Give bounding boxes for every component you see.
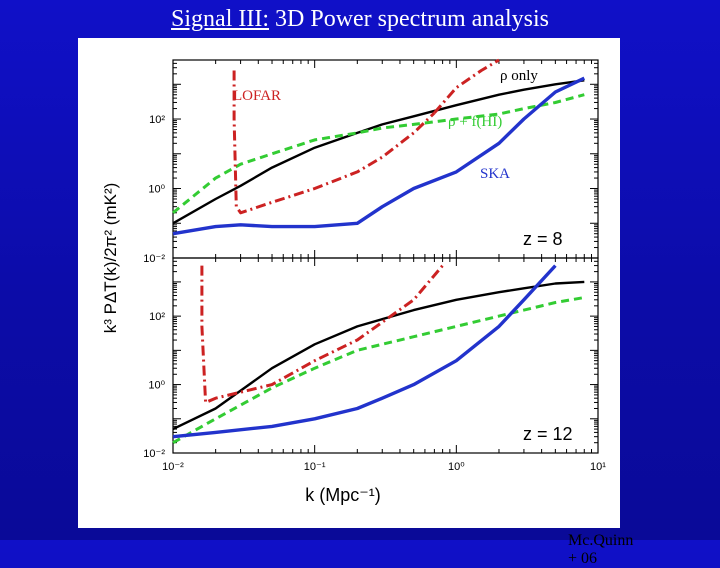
x-tick-label: 10⁰: [448, 461, 465, 473]
y-axis-label: k³ PΔT(k)/2π² (mK²): [101, 183, 120, 334]
panel-label-1: z = 8: [523, 229, 563, 249]
power-spectrum-chart: 10⁻² 10⁰ 10² z = 8 ρ only ρ + f(HI) LOFAR SKA 10…: [101, 58, 606, 505]
annotation-lofar: LOFAR: [233, 88, 281, 104]
x-tick-label: 10¹: [590, 461, 606, 473]
series-lofar-line: [433, 58, 500, 114]
slide-title: Signal III: 3D Power spectrum analysis: [0, 6, 720, 33]
slide-title-underlined: Signal III:: [171, 6, 270, 32]
series-rho-fHI-line: [172, 93, 585, 214]
y-tick-label: 10²: [149, 311, 165, 323]
series-lofar-line: [200, 264, 444, 404]
y-tick-label: 10⁰: [148, 380, 165, 392]
figure-panel: 10⁻² 10⁰ 10² z = 8 ρ only ρ + f(HI) LOFAR SKA 10…: [78, 38, 633, 567]
series-ska-line: [172, 76, 586, 236]
panel-label-2: z = 12: [523, 424, 573, 444]
annotation-rho-fhi: ρ + f(HI): [448, 114, 502, 130]
annotation-ska: SKA: [480, 166, 510, 182]
slide-title-rest: 3D Power spectrum analysis: [275, 6, 549, 32]
series-rho-fHI-line: [172, 296, 585, 445]
x-tick-label: 10⁻²: [162, 461, 184, 473]
series-rho-only-line: [172, 79, 585, 225]
annotation-rho-only: ρ only: [500, 68, 538, 84]
x-tick-label: 10⁻¹: [304, 461, 326, 473]
y-tick-label: 10⁰: [148, 184, 165, 196]
y-tick-label: 10⁻²: [143, 253, 165, 265]
x-axis-label: k (Mpc⁻¹): [305, 485, 381, 505]
series-ska-line: [172, 264, 557, 439]
y-tick-label: 10²: [149, 114, 165, 126]
y-tick-label: 10⁻²: [143, 448, 165, 460]
credit-text: Mc.Quinn + 06: [568, 532, 634, 567]
